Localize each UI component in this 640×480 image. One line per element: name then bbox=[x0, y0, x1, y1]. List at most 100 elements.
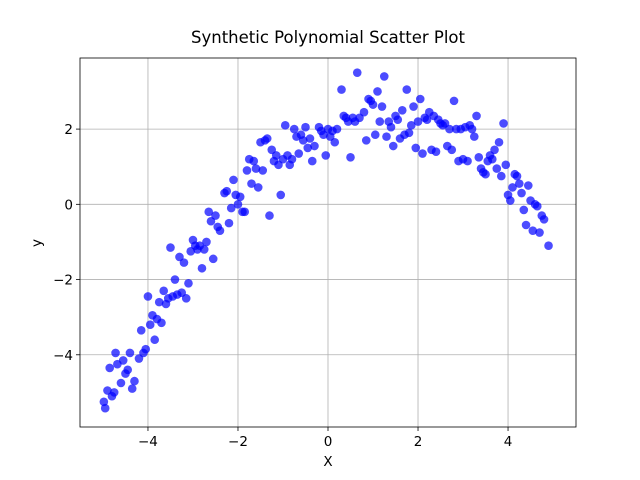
x-tick-label: 4 bbox=[504, 434, 513, 450]
point bbox=[265, 211, 274, 220]
point bbox=[321, 151, 331, 160]
point bbox=[474, 153, 484, 162]
y-tick-label: 0 bbox=[64, 197, 73, 213]
x-axis-label: X bbox=[323, 454, 332, 470]
point bbox=[496, 171, 506, 181]
point bbox=[447, 145, 457, 155]
point bbox=[494, 137, 504, 147]
point bbox=[481, 169, 490, 179]
point bbox=[361, 136, 371, 145]
point bbox=[469, 132, 479, 141]
point bbox=[402, 85, 412, 94]
point bbox=[499, 119, 508, 128]
point bbox=[229, 175, 238, 185]
point bbox=[202, 237, 211, 247]
x-tick-label: 0 bbox=[324, 434, 333, 450]
point bbox=[249, 156, 259, 166]
point bbox=[406, 121, 416, 130]
point bbox=[247, 179, 256, 188]
point bbox=[422, 115, 432, 124]
point bbox=[368, 100, 378, 109]
point bbox=[208, 254, 218, 264]
y-tick-label: −2 bbox=[53, 273, 73, 289]
point bbox=[215, 226, 225, 235]
point bbox=[501, 160, 511, 170]
point bbox=[253, 183, 263, 192]
point bbox=[157, 318, 166, 328]
point bbox=[233, 200, 243, 209]
x-tick-label: 2 bbox=[414, 434, 423, 450]
point bbox=[508, 183, 517, 192]
point bbox=[539, 215, 549, 224]
point bbox=[143, 292, 153, 301]
point bbox=[310, 141, 319, 151]
point bbox=[388, 141, 398, 151]
point bbox=[111, 348, 120, 358]
point bbox=[413, 117, 423, 126]
point bbox=[490, 145, 499, 155]
point bbox=[415, 94, 425, 104]
point bbox=[305, 134, 315, 143]
point bbox=[222, 186, 232, 196]
point bbox=[397, 105, 407, 115]
point bbox=[409, 102, 418, 111]
point bbox=[125, 348, 135, 358]
point bbox=[370, 130, 380, 140]
point bbox=[154, 297, 164, 307]
point bbox=[130, 376, 139, 386]
point bbox=[150, 335, 160, 345]
y-tick-label: 2 bbox=[64, 122, 73, 138]
point bbox=[517, 188, 526, 198]
point bbox=[159, 286, 169, 296]
point bbox=[521, 220, 531, 230]
point bbox=[224, 218, 234, 228]
point bbox=[505, 196, 515, 205]
point bbox=[532, 201, 542, 211]
point bbox=[271, 151, 281, 160]
point bbox=[211, 211, 220, 220]
point bbox=[487, 154, 497, 164]
point bbox=[179, 258, 189, 267]
x-tick-label: −4 bbox=[138, 434, 158, 450]
point bbox=[307, 156, 317, 166]
y-axis-label: y bbox=[29, 239, 45, 247]
point bbox=[136, 326, 146, 335]
point bbox=[528, 226, 538, 235]
point bbox=[404, 128, 414, 138]
point bbox=[276, 190, 286, 200]
point bbox=[226, 203, 236, 213]
point bbox=[544, 241, 553, 250]
point bbox=[346, 153, 355, 162]
point bbox=[382, 132, 391, 141]
point bbox=[199, 245, 209, 254]
point bbox=[298, 136, 308, 145]
point bbox=[463, 156, 472, 166]
point bbox=[379, 72, 389, 81]
point bbox=[99, 397, 109, 407]
point bbox=[166, 243, 175, 252]
point bbox=[258, 166, 268, 175]
point bbox=[301, 122, 310, 132]
chart-title: Synthetic Polynomial Scatter Plot bbox=[191, 28, 466, 47]
point bbox=[287, 154, 297, 164]
point bbox=[431, 147, 441, 156]
point bbox=[197, 263, 207, 273]
point bbox=[445, 124, 454, 134]
point bbox=[411, 143, 421, 153]
point bbox=[127, 384, 137, 393]
point bbox=[373, 87, 382, 96]
point bbox=[535, 228, 544, 237]
point bbox=[145, 320, 155, 329]
point bbox=[242, 166, 252, 175]
y-tick-label: −4 bbox=[53, 348, 73, 364]
point bbox=[262, 134, 272, 143]
point bbox=[181, 294, 191, 303]
point bbox=[523, 181, 533, 190]
point bbox=[116, 378, 126, 388]
x-tick-label: −2 bbox=[228, 434, 248, 450]
point bbox=[467, 124, 477, 134]
point bbox=[330, 137, 340, 147]
point bbox=[105, 363, 115, 373]
point bbox=[100, 403, 110, 413]
